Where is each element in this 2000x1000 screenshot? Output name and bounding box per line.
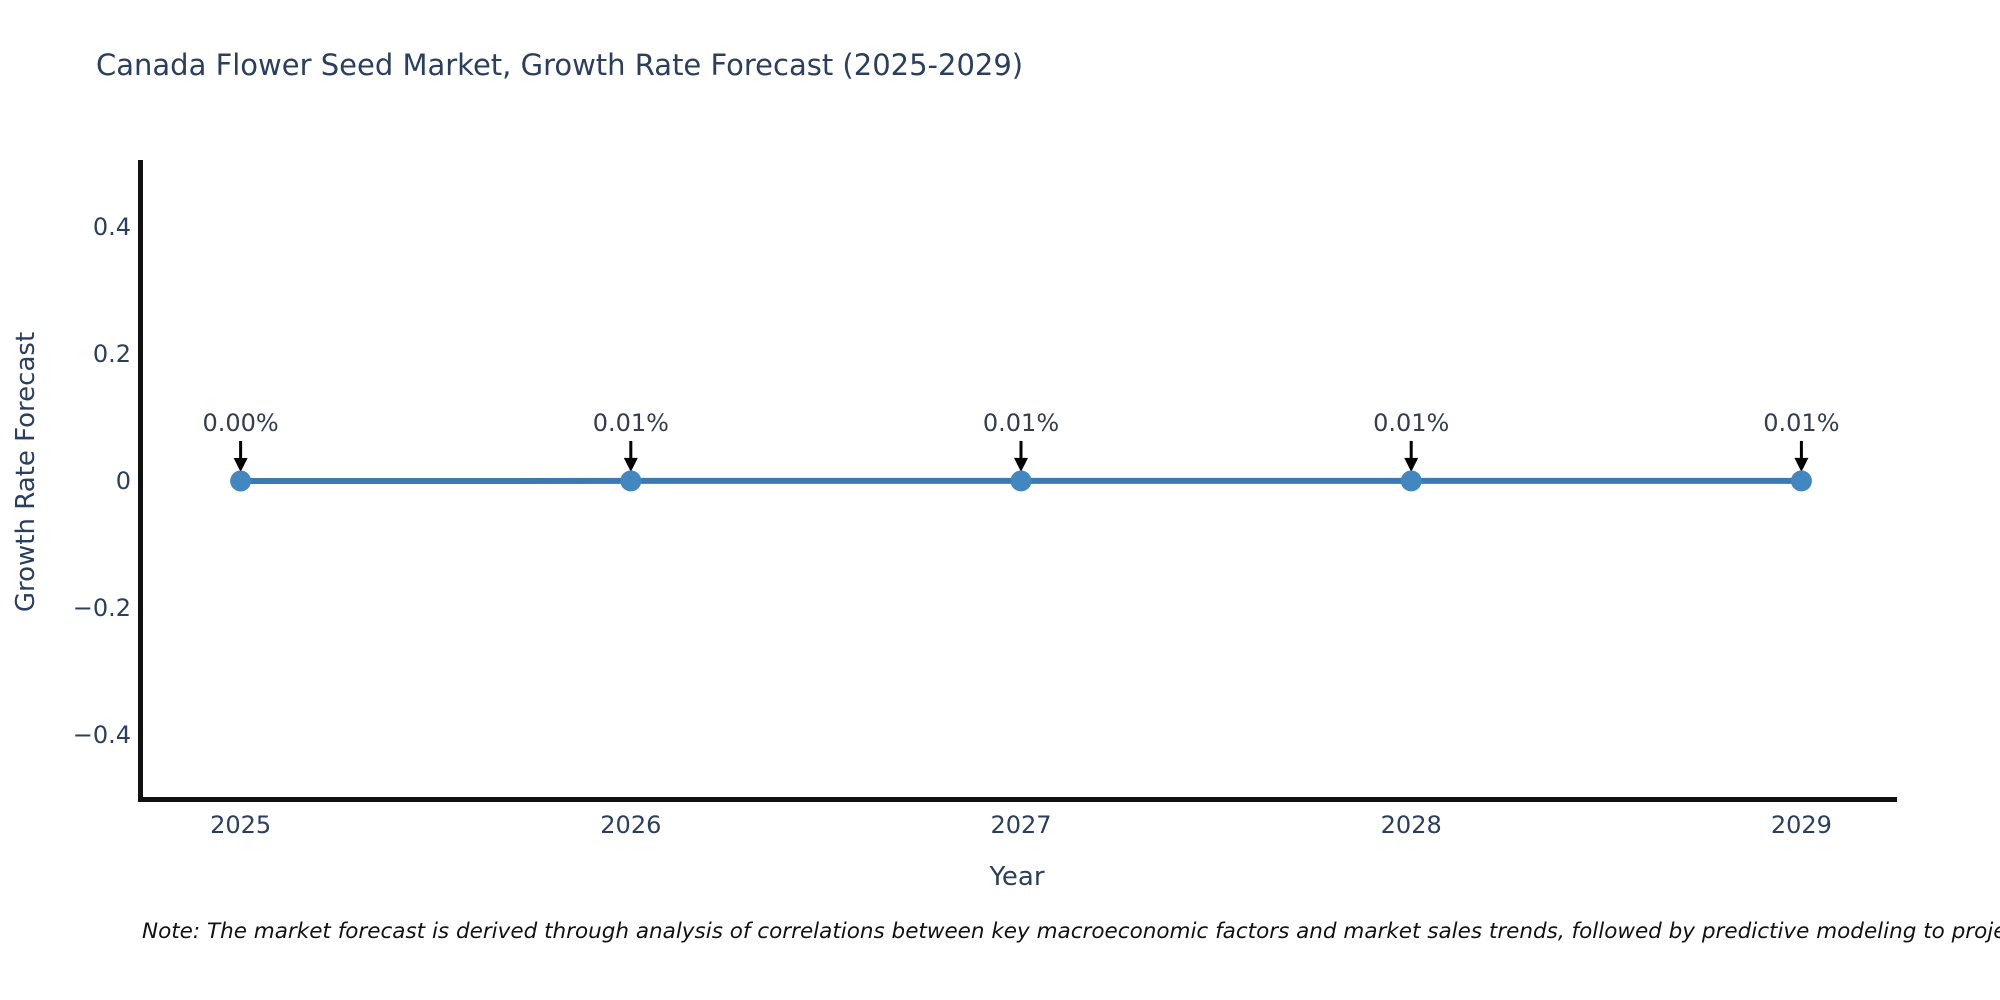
- y-tick-label: −0.4: [72, 721, 131, 750]
- annotation-arrow-head: [623, 457, 638, 472]
- data-point-marker: [1790, 470, 1812, 492]
- y-tick-label: 0.2: [92, 339, 131, 368]
- annotation-arrow-head: [233, 458, 248, 472]
- annotation-arrow-head: [1794, 457, 1809, 472]
- annotation-arrow-head: [1014, 457, 1029, 472]
- x-tick-label: 2025: [210, 811, 272, 839]
- data-point-marker: [1400, 470, 1422, 492]
- x-tick-label: 2029: [1770, 811, 1832, 839]
- data-point-marker: [230, 470, 252, 492]
- point-value-label: 0.01%: [982, 408, 1060, 437]
- point-value-label: 0.00%: [202, 409, 279, 437]
- point-value-label: 0.01%: [592, 408, 669, 437]
- y-tick-label: −0.2: [72, 594, 131, 623]
- data-point-marker: [620, 470, 642, 492]
- x-tick-label: 2028: [1380, 811, 1442, 839]
- data-point-marker: [1010, 470, 1032, 492]
- annotation-arrow-head: [1404, 457, 1419, 472]
- x-tick-label: 2026: [600, 811, 662, 839]
- point-value-label: 0.01%: [1763, 408, 1840, 437]
- y-axis-spine: [138, 160, 143, 802]
- x-axis-spine: [138, 797, 1897, 802]
- x-tick-label: 2027: [990, 811, 1052, 839]
- footnote: Note: The market forecast is derived thr…: [142, 919, 2000, 944]
- y-tick-label: 0: [115, 467, 131, 495]
- point-value-label: 0.01%: [1373, 408, 1450, 437]
- y-tick-label: 0.4: [92, 212, 131, 241]
- x-axis-label: Year: [989, 862, 1045, 892]
- chart-title: Canada Flower Seed Market, Growth Rate F…: [96, 48, 1024, 82]
